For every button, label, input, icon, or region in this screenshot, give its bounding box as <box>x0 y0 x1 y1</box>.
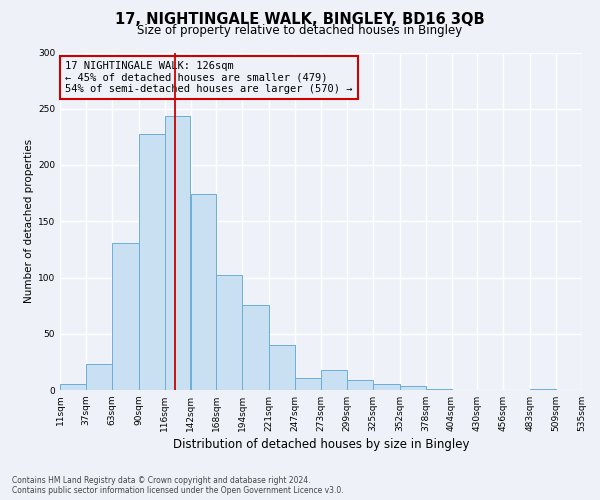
Bar <box>217 275 242 390</box>
Bar <box>242 304 269 390</box>
Bar <box>164 116 190 390</box>
Bar <box>112 242 139 390</box>
Bar <box>191 194 217 390</box>
Bar <box>295 378 321 390</box>
Text: 17 NIGHTINGALE WALK: 126sqm
← 45% of detached houses are smaller (479)
54% of se: 17 NIGHTINGALE WALK: 126sqm ← 45% of det… <box>65 61 353 94</box>
Bar <box>400 386 425 390</box>
Bar <box>373 384 400 390</box>
Bar <box>139 134 164 390</box>
Bar <box>347 380 373 390</box>
Text: Contains HM Land Registry data © Crown copyright and database right 2024.
Contai: Contains HM Land Registry data © Crown c… <box>12 476 344 495</box>
X-axis label: Distribution of detached houses by size in Bingley: Distribution of detached houses by size … <box>173 438 469 451</box>
Bar <box>425 389 452 390</box>
Bar <box>530 389 556 390</box>
Bar <box>60 384 86 390</box>
Bar <box>269 345 295 390</box>
Text: Size of property relative to detached houses in Bingley: Size of property relative to detached ho… <box>137 24 463 37</box>
Y-axis label: Number of detached properties: Number of detached properties <box>24 139 34 304</box>
Text: 17, NIGHTINGALE WALK, BINGLEY, BD16 3QB: 17, NIGHTINGALE WALK, BINGLEY, BD16 3QB <box>115 12 485 28</box>
Bar <box>321 370 347 390</box>
Bar <box>86 364 112 390</box>
